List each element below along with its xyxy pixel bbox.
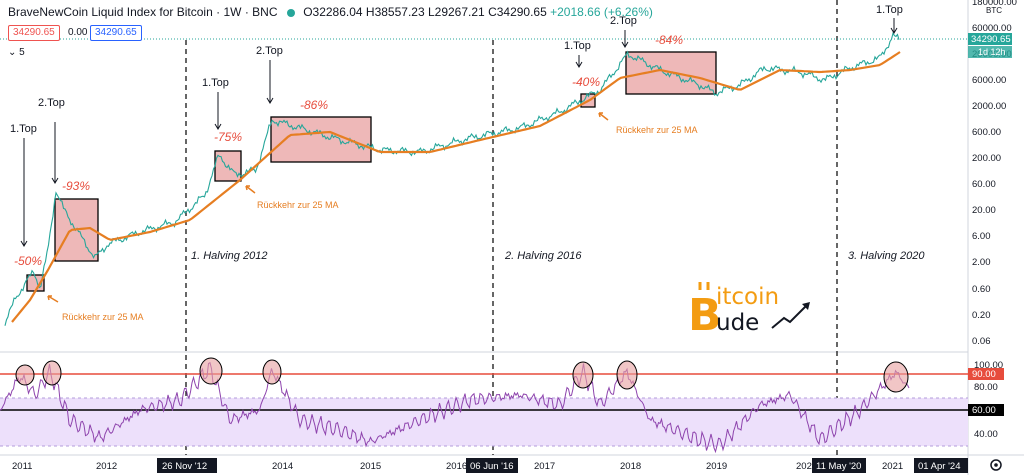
rebound-label-3: Rückkehr zur 25 MA xyxy=(616,125,698,135)
low-value: L29267.21 xyxy=(427,5,485,19)
stepper-value: 5 xyxy=(19,47,25,58)
rsi-circle-7 xyxy=(883,361,909,393)
indicator-stepper[interactable]: ⌄ 5 xyxy=(8,47,25,58)
svg-text:2012: 2012 xyxy=(96,461,117,472)
rsi-circle-1 xyxy=(15,364,35,386)
rsi-axis-label-40: 40.00 xyxy=(974,429,998,440)
buy-price-box[interactable]: 34290.65 xyxy=(90,25,142,41)
price-axis-label: 2000.00 xyxy=(972,101,1006,112)
high-value: H38557.23 xyxy=(365,5,425,19)
price-axis-label: 0.06 xyxy=(972,336,991,347)
price-axis-label: 6000.00 xyxy=(972,75,1006,86)
price-axis-label: 0.20 xyxy=(972,310,991,321)
price-axis-label: 6.00 xyxy=(972,231,991,242)
countdown-tag-text: 1d 12h xyxy=(978,47,1006,57)
rebound-label-2: Rückkehr zur 25 MA xyxy=(257,200,339,210)
rsi-axis-label-80: 80.00 xyxy=(974,382,998,393)
exchange-label: BNC xyxy=(252,5,278,19)
svg-text:2011: 2011 xyxy=(12,461,32,472)
settings-gear-icon[interactable] xyxy=(990,459,1002,471)
last-price-tag-text: 34290.65 xyxy=(971,34,1011,45)
symbol-title[interactable]: BraveNewCoin Liquid Index for Bitcoin xyxy=(8,5,213,19)
time-marker-2012 xyxy=(157,458,217,473)
price-axis-unit: BTC xyxy=(986,6,1002,15)
svg-text:2021: 2021 xyxy=(882,461,903,472)
rsi-series[interactable] xyxy=(0,361,910,454)
rsi-lower-tag-text: 60.00 xyxy=(972,405,996,416)
top-label-1: 1.Top xyxy=(10,123,37,135)
price-axis-label: 200.00 xyxy=(972,153,1001,164)
sell-price-box[interactable]: 34290.65 xyxy=(8,25,60,41)
bitcoin-bude-logo: B itcoin ude xyxy=(688,282,810,341)
drawdown-3: -75% xyxy=(214,130,242,144)
drawdown-1: -50% xyxy=(14,254,42,268)
svg-text:01 Apr '24: 01 Apr '24 xyxy=(918,461,961,472)
svg-text:2017: 2017 xyxy=(534,461,555,472)
logo-letter-b: B xyxy=(688,290,722,341)
svg-text:2014: 2014 xyxy=(272,461,293,472)
price-axis-label: 180000.00 xyxy=(972,0,1017,8)
top-label-7: 1.Top xyxy=(876,4,903,16)
time-marker-2016 xyxy=(466,458,518,473)
top-label-3: 1.Top xyxy=(202,77,229,89)
svg-text:26 Nov '12: 26 Nov '12 xyxy=(162,461,207,472)
logo-line1: itcoin xyxy=(716,284,779,310)
rsi-band xyxy=(0,398,968,446)
time-axis[interactable]: 2011 2012 2014 2015 2016 2017 2018 2019 … xyxy=(12,461,903,472)
top-label-4: 2.Top xyxy=(256,45,283,57)
price-axis-label: 60000.00 xyxy=(972,23,1012,34)
price-axis[interactable]: 180000.0060000.0020000.006000.002000.006… xyxy=(972,0,1017,347)
top-label-2: 2.Top xyxy=(38,97,65,109)
rsi-circle-3 xyxy=(199,357,223,385)
halving-label-2020: 3. Halving 2020 xyxy=(848,250,925,262)
price-axis-label: 600.00 xyxy=(972,127,1001,138)
halving-label-2012: 1. Halving 2012 xyxy=(191,250,267,262)
top-label-5: 1.Top xyxy=(564,40,591,52)
close-value: C34290.65 xyxy=(488,5,547,19)
time-marker-2020 xyxy=(812,458,866,473)
price-axis-label: 60.00 xyxy=(972,179,996,190)
rsi-circle-6 xyxy=(616,360,638,390)
drawdown-2: -93% xyxy=(62,179,90,193)
chart-header: BraveNewCoin Liquid Index for Bitcoin · … xyxy=(8,5,653,19)
countdown-tag xyxy=(968,46,1012,58)
price-series[interactable] xyxy=(4,31,900,326)
logo-line2: ude xyxy=(716,310,759,336)
price-axis-label: 0.60 xyxy=(972,284,991,295)
svg-text:11 May '20: 11 May '20 xyxy=(816,461,861,472)
svg-text:2018: 2018 xyxy=(620,461,641,472)
rsi-upper-tag-text: 90.00 xyxy=(972,369,996,380)
rebound-label-1: Rückkehr zur 25 MA xyxy=(62,312,144,322)
spread-value: 0.00 xyxy=(68,27,88,38)
halving-label-2016: 2. Halving 2016 xyxy=(504,250,582,262)
svg-text:2019: 2019 xyxy=(706,461,727,472)
svg-text:2020: 2020 xyxy=(796,461,817,472)
last-price-tag xyxy=(968,33,1012,45)
rsi-circle-2 xyxy=(42,360,62,386)
interval-label[interactable]: 1W xyxy=(223,5,242,19)
price-axis-label: 20.00 xyxy=(972,205,996,216)
rsi-circle-4 xyxy=(262,359,282,385)
svg-text:2015: 2015 xyxy=(360,461,381,472)
market-status-icon xyxy=(286,8,295,17)
change-value: +2018.66 (+6.26%) xyxy=(550,5,653,19)
open-value: O32286.04 xyxy=(303,5,363,19)
ma25-series[interactable] xyxy=(11,51,901,323)
box-2013-top2 xyxy=(270,116,372,163)
rsi-lower-tag xyxy=(968,404,1004,416)
drawdown-6: -84% xyxy=(655,33,683,47)
logo-arrow-icon xyxy=(771,305,807,329)
svg-text:2016: 2016 xyxy=(446,461,467,472)
time-marker-2024 xyxy=(914,458,968,473)
rsi-circle-5 xyxy=(572,361,594,389)
price-axis-label: 2.00 xyxy=(972,257,991,268)
svg-text:06 Jun '16: 06 Jun '16 xyxy=(470,461,514,472)
rsi-upper-tag xyxy=(968,368,1004,380)
top-label-6: 2.Top xyxy=(610,15,637,27)
drawdown-4: -86% xyxy=(300,98,328,112)
rsi-axis-label-100: 100.00 xyxy=(974,360,1003,371)
drawdown-5: -40% xyxy=(572,75,600,89)
